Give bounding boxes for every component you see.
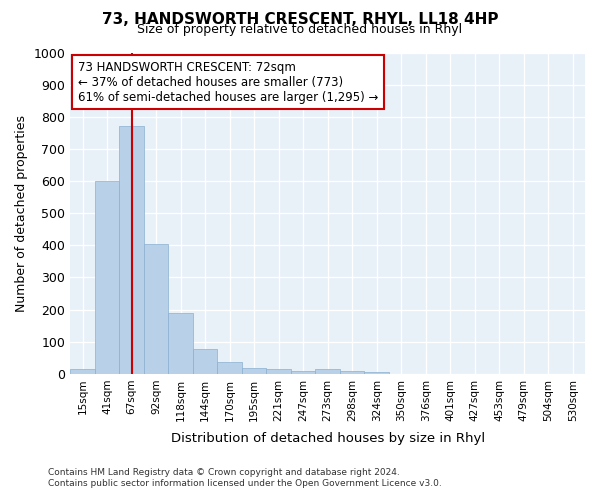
Bar (266, 369, 291, 374)
Bar (169, 313, 193, 374)
Bar (364, 372, 389, 374)
Bar (144, 244, 169, 374)
Text: Contains HM Land Registry data © Crown copyright and database right 2024.
Contai: Contains HM Land Registry data © Crown c… (48, 468, 442, 487)
Bar (291, 370, 316, 374)
Y-axis label: Number of detached properties: Number of detached properties (15, 114, 28, 312)
Text: 73, HANDSWORTH CRESCENT, RHYL, LL18 4HP: 73, HANDSWORTH CRESCENT, RHYL, LL18 4HP (102, 12, 498, 28)
Text: Size of property relative to detached houses in Rhyl: Size of property relative to detached ho… (137, 22, 463, 36)
Text: 73 HANDSWORTH CRESCENT: 72sqm
← 37% of detached houses are smaller (773)
61% of : 73 HANDSWORTH CRESCENT: 72sqm ← 37% of d… (78, 60, 379, 104)
X-axis label: Distribution of detached houses by size in Rhyl: Distribution of detached houses by size … (170, 432, 485, 445)
Bar (70, 369, 95, 374)
Bar (316, 369, 340, 374)
Bar (95, 181, 119, 374)
Bar (242, 368, 266, 374)
Bar (119, 126, 144, 374)
Bar (340, 372, 364, 374)
Bar (217, 362, 242, 374)
Bar (193, 349, 217, 374)
